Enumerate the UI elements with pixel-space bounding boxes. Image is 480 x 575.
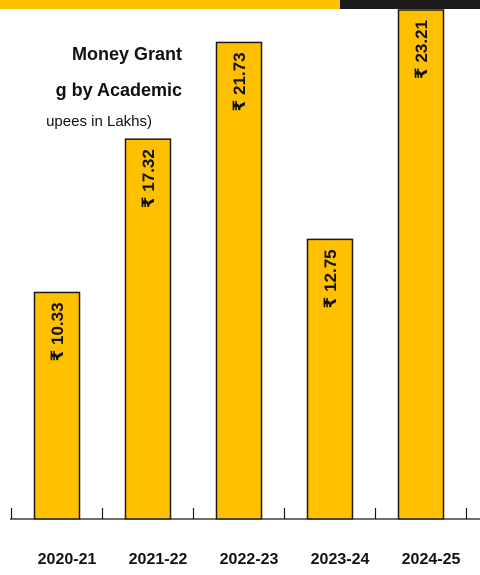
data-label-2021-22: ₹ 17.32 xyxy=(139,149,158,208)
data-label-2020-21: ₹ 10.33 xyxy=(48,302,67,361)
bar-2020-21 xyxy=(33,291,81,520)
data-label-2023-24: ₹ 12.75 xyxy=(321,249,340,308)
bar-2024-25 xyxy=(397,9,445,520)
x-tick-label-2022-23: 2022-23 xyxy=(220,551,279,568)
chart-title-line-1: Money Grant xyxy=(71,44,182,64)
data-label-2024-25: ₹ 23.21 xyxy=(412,20,431,79)
data-label-2022-23: ₹ 21.73 xyxy=(230,52,249,111)
top-dark-bar xyxy=(340,0,480,9)
x-tick-label-2024-25: 2024-25 xyxy=(402,551,461,568)
x-tick-label-2021-22: 2021-22 xyxy=(129,551,188,568)
x-tick-label-2023-24: 2023-24 xyxy=(311,551,370,568)
top-accent-bar xyxy=(0,0,340,9)
x-tick-label-2020-21: 2020-21 xyxy=(38,551,97,568)
bar-2022-23 xyxy=(215,41,263,520)
bar-2023-24 xyxy=(306,238,354,520)
chart-title-line-2: g by Academic xyxy=(55,80,182,100)
chart-subtitle: upees in Lakhs) xyxy=(46,113,152,130)
bar-2021-22 xyxy=(124,138,172,520)
chart-title: Money Grant g by Academic xyxy=(56,36,182,108)
